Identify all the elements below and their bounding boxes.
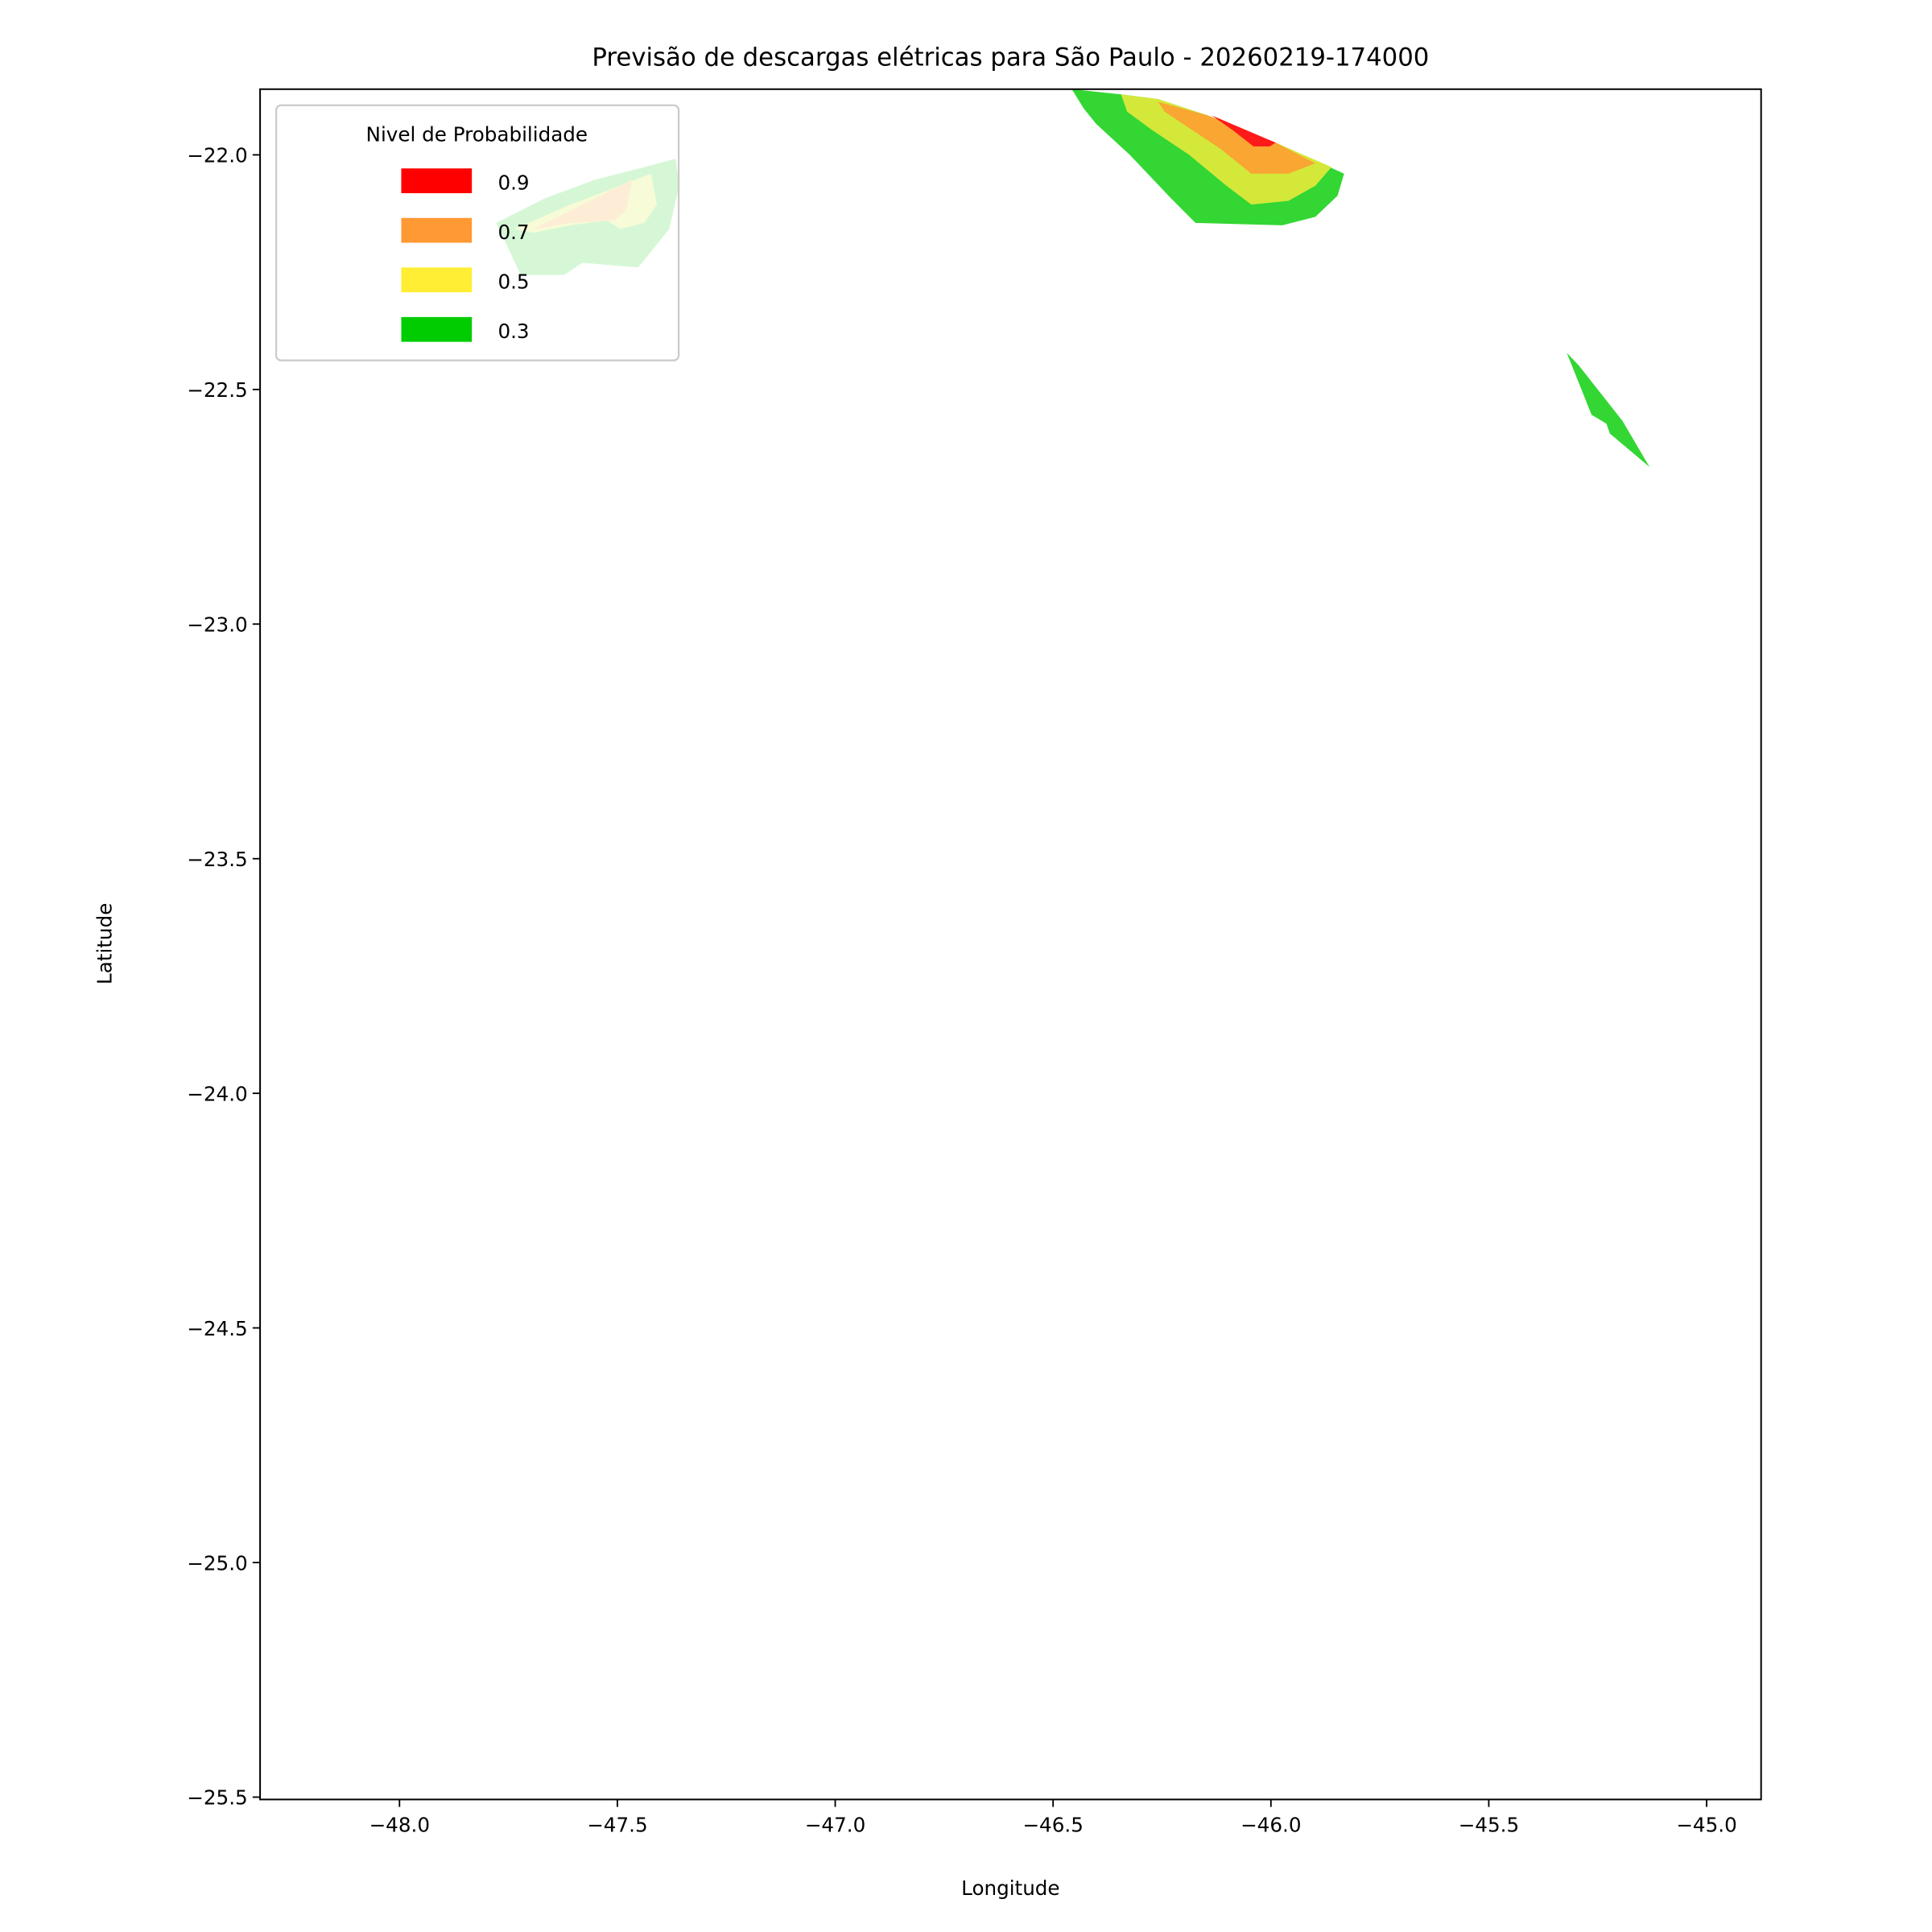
legend-label: 0.3: [497, 320, 529, 343]
legend-label: 0.7: [497, 221, 529, 244]
contour-region-0.3: [1567, 353, 1650, 467]
y-tick-label: −23.0: [187, 613, 247, 636]
legend-swatch-0.5: [401, 267, 473, 293]
y-axis-ticks: −22.0 −22.5 −23.0 −23.5 −24.0 −24.5 −25.0 −25.5: [187, 144, 261, 1810]
x-axis-ticks: −48.0 −47.5 −47.0 −46.5 −46.0 −45.5 −45.0: [369, 1799, 1737, 1836]
y-tick-label: −22.0: [187, 144, 247, 167]
x-tick-label: −46.5: [1022, 1813, 1083, 1836]
contour-region-0.9: [1212, 115, 1276, 147]
x-tick-label: −45.0: [1676, 1813, 1736, 1836]
legend-label: 0.9: [497, 171, 529, 194]
y-tick-label: −24.0: [187, 1082, 247, 1105]
y-tick-label: −25.0: [187, 1551, 247, 1575]
x-tick-label: −45.5: [1459, 1813, 1519, 1836]
legend-entries: 0.9 0.7 0.5 0.3: [401, 168, 530, 343]
y-tick-label: −23.5: [187, 848, 247, 871]
legend-title: Nivel de Probabilidade: [366, 122, 588, 146]
x-tick-label: −46.0: [1241, 1813, 1301, 1836]
y-tick-label: −24.5: [187, 1317, 247, 1340]
legend-box: [275, 104, 680, 361]
legend-swatch-0.7: [401, 217, 473, 243]
y-tick-label: −22.5: [187, 378, 247, 402]
y-axis-label: Latitude: [93, 903, 116, 985]
contour-region-0.7: [1158, 101, 1315, 174]
legend: Nivel de Probabilidade 0.9 0.7 0.5 0.3: [275, 104, 680, 361]
x-tick-label: −48.0: [369, 1813, 430, 1836]
legend-label: 0.5: [497, 270, 529, 293]
x-axis-label: Longitude: [961, 1876, 1059, 1900]
axes-frame: [259, 88, 1762, 1801]
x-tick-label: −47.0: [805, 1813, 865, 1836]
chart-title: Previsão de descargas elétricas para São…: [592, 43, 1429, 72]
legend-swatch-0.9: [401, 168, 473, 193]
legend-swatch-0.3: [401, 316, 473, 342]
x-tick-label: −47.5: [587, 1813, 647, 1836]
y-tick-label: −25.5: [187, 1786, 247, 1810]
